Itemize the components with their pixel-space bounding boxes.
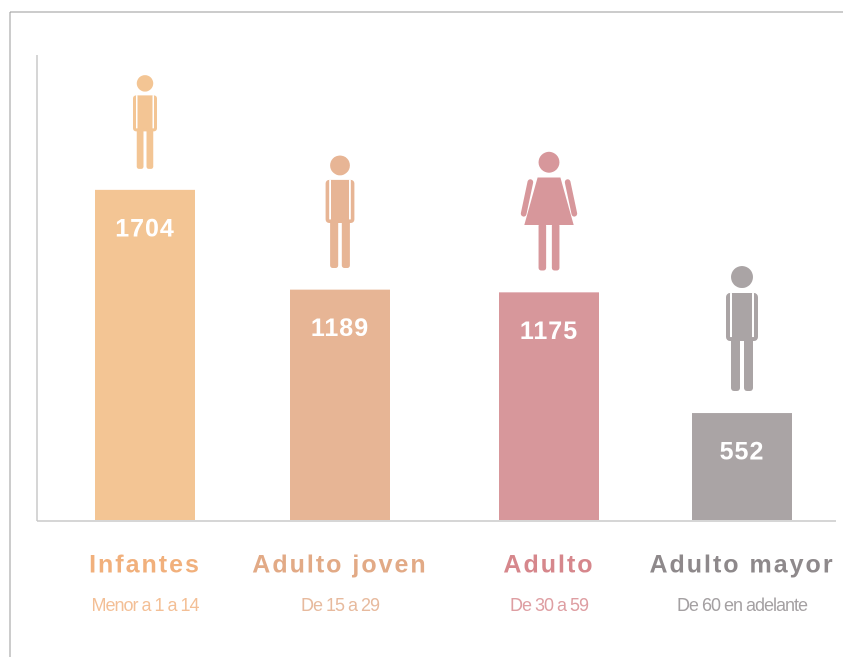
icon-leg (330, 217, 339, 269)
category-label: Infantes (89, 551, 201, 579)
category-sublabel: Menor a 1 a 14 (91, 595, 199, 615)
icon-leg (551, 223, 560, 271)
icon-head (330, 155, 350, 176)
icon-arm-gap (349, 179, 351, 220)
person-icon (726, 266, 758, 392)
category-sublabel: De 60 en adelante (677, 595, 808, 615)
value-label: 1175 (520, 317, 578, 345)
value-label: 552 (720, 438, 765, 466)
bar (499, 292, 599, 520)
category-sublabel: De 15 a 29 (301, 595, 380, 615)
icon-leg (744, 335, 753, 392)
bar (95, 189, 195, 520)
category-label: Adulto (503, 551, 594, 579)
icon-arm (520, 179, 534, 217)
category-label: Adulto joven (252, 551, 427, 579)
icon-leg (136, 126, 144, 169)
icon-leg (146, 126, 154, 169)
icon-leg (538, 223, 547, 271)
person-icon (520, 151, 578, 271)
person-icon (325, 155, 355, 269)
icon-body (726, 293, 758, 342)
category-sublabel: De 30 a 59 (510, 595, 589, 615)
icon-arm-gap (752, 293, 754, 338)
icon-arm-gap (329, 179, 331, 220)
icon-arm (564, 179, 578, 217)
icon-body (524, 177, 574, 225)
icon-arm-gap (136, 95, 138, 129)
value-label: 1189 (311, 314, 369, 342)
icon-leg (731, 335, 740, 392)
icon-arm-gap (152, 95, 154, 129)
icon-head (538, 151, 560, 173)
icon-head (731, 266, 753, 289)
icon-head (136, 75, 154, 92)
icon-body (325, 179, 355, 224)
icon-body (133, 95, 157, 132)
category-label: Adulto mayor (649, 551, 834, 579)
icon-leg (341, 217, 350, 269)
icon-arm-gap (730, 293, 732, 338)
bar (290, 289, 390, 520)
value-label: 1704 (115, 214, 175, 242)
person-icon (133, 75, 157, 169)
bar (692, 413, 792, 520)
